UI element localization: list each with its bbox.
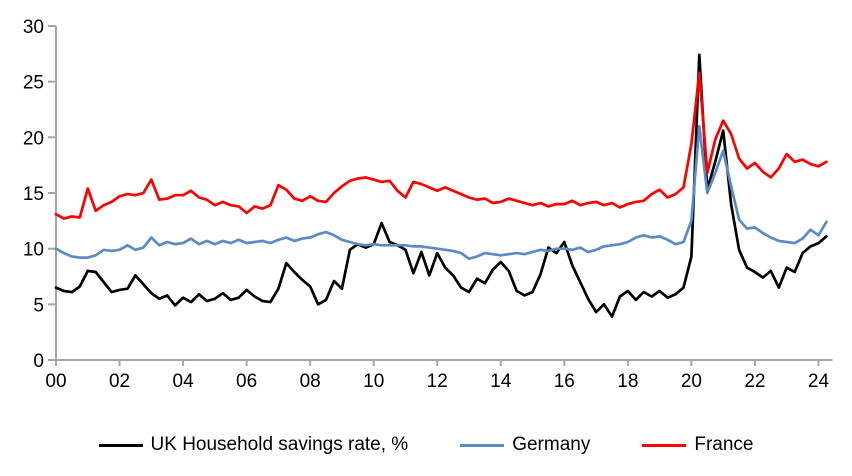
legend-item-germany: Germany (460, 434, 590, 456)
x-axis-tick-label: 24 (808, 371, 830, 392)
x-axis-tick-label: 22 (744, 371, 765, 392)
legend-label-germany: Germany (512, 434, 591, 455)
legend-item-france: France (642, 434, 753, 456)
x-axis-tick-label: 04 (173, 371, 195, 392)
series-lines (54, 53, 828, 318)
x-axis-tick-label: 12 (427, 371, 448, 392)
y-axis-tick-label: 0 (33, 351, 44, 372)
germany-line-swatch-icon (460, 443, 505, 447)
y-axis-tick-label: 15 (23, 184, 44, 205)
x-axis-tick-label: 18 (617, 371, 638, 392)
x-axis-tick-label: 08 (300, 371, 321, 392)
x-axis-tick-label: 00 (45, 371, 66, 392)
france-line (54, 71, 828, 220)
axes: 0 5 10 15 20 25 30 00 02 04 06 08 10 12 14 16 18 20 22 24 (23, 17, 833, 392)
x-axis-tick-label: 02 (109, 371, 130, 392)
x-axis-tick-label: 10 (363, 371, 384, 392)
legend-label-france: France (694, 434, 754, 455)
legend-item-uk: UK Household savings rate, % (98, 434, 409, 456)
uk-line-swatch-icon (98, 443, 143, 447)
chart-legend: UK Household savings rate, % Germany Fra… (0, 428, 852, 462)
france-line-swatch-icon (642, 443, 687, 447)
y-axis-tick-label: 30 (23, 17, 44, 38)
x-axis-tick-label: 16 (554, 371, 575, 392)
x-axis-tick-label: 20 (681, 371, 702, 392)
x-axis-tick-label: 06 (236, 371, 257, 392)
y-axis-tick-label: 10 (23, 240, 44, 261)
y-axis-tick-label: 25 (23, 73, 44, 94)
x-axis-tick-label: 14 (490, 371, 512, 392)
y-axis-tick-label: 20 (23, 128, 44, 149)
y-axis-tick-label: 5 (33, 295, 44, 316)
germany-line (54, 124, 828, 261)
legend-label-uk: UK Household savings rate, % (150, 434, 409, 455)
